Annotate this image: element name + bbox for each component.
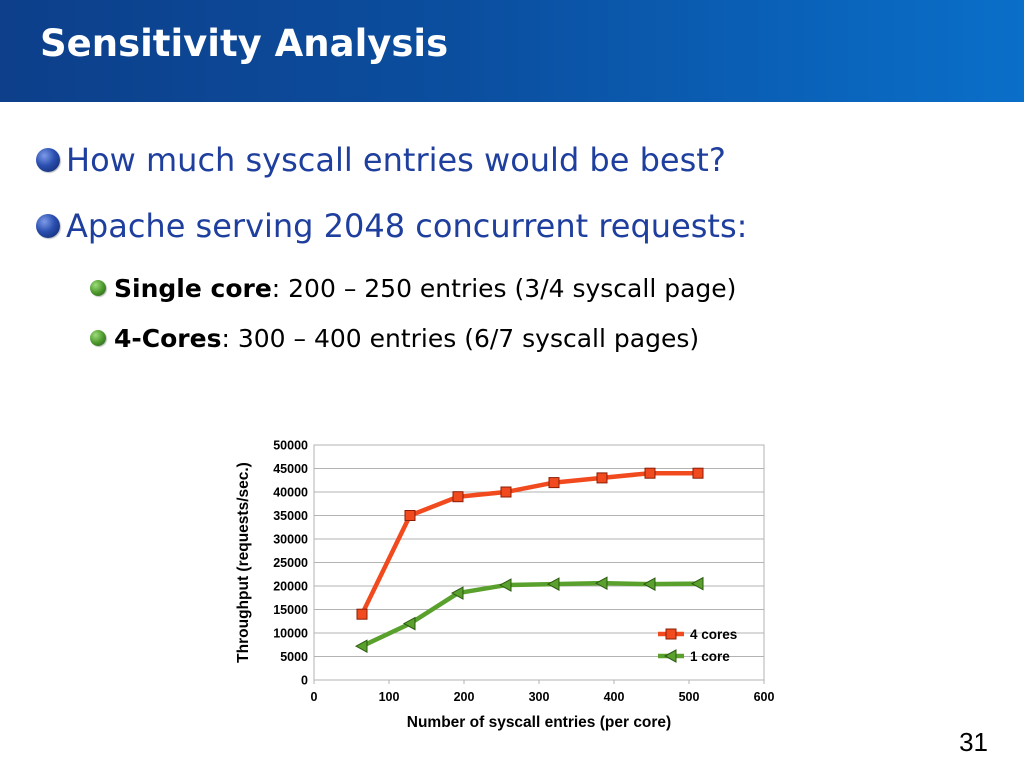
y-tick-label: 10000 [273, 627, 308, 641]
x-tick-label: 0 [311, 690, 318, 704]
triangle-data-point [594, 576, 608, 591]
square-data-point [548, 477, 560, 489]
x-tick-label: 500 [679, 690, 700, 704]
sub-bullet-bold: 4-Cores [114, 323, 222, 353]
x-tick-label: 300 [529, 690, 550, 704]
square-data-point [692, 467, 704, 479]
y-tick-label: 45000 [273, 462, 308, 476]
legend-label: 1 core [690, 649, 730, 664]
title-bar: Sensitivity Analysis [0, 0, 1024, 102]
triangle-data-point [642, 577, 656, 591]
triangle-data-point [498, 578, 512, 592]
square-data-point [500, 486, 512, 498]
sub-bullet-item: Single core: 200 – 250 entries (3/4 sysc… [90, 270, 996, 306]
sub-bullet-item: 4-Cores: 300 – 400 entries (6/7 syscall … [90, 320, 996, 356]
sub-bullet-text: 4-Cores: 300 – 400 entries (6/7 syscall … [114, 326, 699, 351]
x-tick-label: 100 [379, 690, 400, 704]
chart-svg: 0500010000150002000025000300003500040000… [235, 439, 775, 732]
bullet-item: How much syscall entries would be best? [36, 138, 996, 182]
y-tick-label: 40000 [273, 486, 308, 500]
y-tick-label: 30000 [273, 533, 308, 547]
triangle-data-point [450, 586, 464, 600]
triangle-data-point [546, 577, 560, 591]
x-axis-title: Number of syscall entries (per core) [407, 714, 671, 731]
sub-bullet-rest: : 200 – 250 entries (3/4 syscall page) [271, 273, 737, 303]
y-tick-label: 0 [301, 674, 308, 688]
bullet-item: Apache serving 2048 concurrent requests: [36, 204, 996, 248]
legend-label: 4 cores [690, 627, 737, 642]
square-data-point [404, 510, 416, 521]
series-line-1-core [361, 580, 699, 649]
square-data-point [644, 467, 656, 479]
triangle-data-point [354, 639, 368, 654]
green-bullet-icon [90, 280, 106, 296]
y-axis-title: Throughput (requests/sec.) [235, 462, 252, 663]
bullet-list: How much syscall entries would be best? … [36, 138, 996, 370]
sub-bullet-rest: : 300 – 400 entries (6/7 syscall pages) [221, 323, 700, 353]
square-data-point [596, 472, 608, 484]
green-bullet-icon [90, 330, 106, 346]
y-tick-label: 5000 [280, 650, 308, 664]
sub-bullet-text: Single core: 200 – 250 entries (3/4 sysc… [114, 276, 736, 301]
triangle-data-point [402, 616, 416, 631]
y-tick-label: 25000 [273, 556, 308, 570]
x-tick-label: 600 [754, 690, 775, 704]
page-number: 31 [959, 727, 988, 757]
x-tick-label: 400 [604, 690, 625, 704]
x-tick-label: 200 [454, 690, 475, 704]
series-line-4-cores [359, 470, 698, 616]
sub-bullet-bold: Single core [114, 273, 272, 303]
blue-bullet-icon [36, 148, 60, 172]
slide-title: Sensitivity Analysis [40, 22, 449, 65]
y-tick-label: 35000 [273, 509, 308, 523]
square-data-point [356, 608, 368, 620]
bullet-text: Apache serving 2048 concurrent requests: [66, 207, 748, 245]
square-data-point [452, 491, 464, 503]
y-tick-label: 20000 [273, 580, 308, 594]
blue-bullet-icon [36, 214, 60, 238]
y-tick-label: 50000 [273, 439, 308, 453]
triangle-data-point [690, 576, 704, 591]
legend-marker [663, 649, 677, 663]
legend-marker [665, 628, 677, 640]
y-tick-label: 15000 [273, 603, 308, 617]
bullet-text: How much syscall entries would be best? [66, 141, 726, 179]
throughput-chart: 0 5000 10000 15000 20000 25000 30000 35000 40000… [228, 436, 788, 736]
